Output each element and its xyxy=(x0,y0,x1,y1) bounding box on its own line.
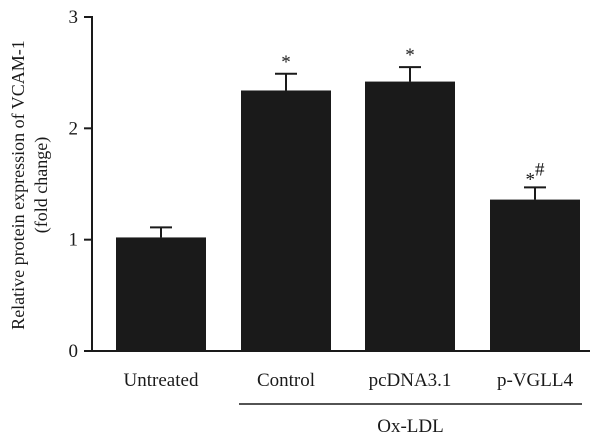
x-axis-labels: Untreated Control pcDNA3.1 p-VGLL4 xyxy=(124,370,574,391)
bar-control xyxy=(241,90,331,351)
y-tick-label: 2 xyxy=(69,118,79,139)
significance-mark: *# xyxy=(526,159,546,190)
x-tick-label: pcDNA3.1 xyxy=(369,370,452,391)
bar-p-vgll4 xyxy=(490,199,580,351)
ox-ldl-bracket: Ox-LDL xyxy=(239,403,582,437)
significance-mark: * xyxy=(281,52,291,73)
y-tick-label: 0 xyxy=(69,341,79,362)
bars: * * *# xyxy=(116,45,580,351)
x-tick-label: Untreated xyxy=(124,370,199,391)
y-axis-ticks: 0 1 2 3 xyxy=(69,7,92,362)
y-tick-label: 1 xyxy=(69,230,79,251)
y-axis-label-line-2: (fold change) xyxy=(31,137,52,233)
y-axis-label: Relative protein expression of VCAM-1 (f… xyxy=(8,40,52,330)
x-tick-label: p-VGLL4 xyxy=(497,370,573,391)
bar-untreated xyxy=(116,237,206,351)
y-axis-label-line-1: Relative protein expression of VCAM-1 xyxy=(8,40,28,330)
x-tick-label: Control xyxy=(257,370,315,391)
significance-mark: * xyxy=(405,45,415,66)
y-tick-label: 3 xyxy=(69,7,79,28)
bar-pcdna3-1 xyxy=(365,81,455,351)
group-label-ox-ldl: Ox-LDL xyxy=(377,416,443,437)
